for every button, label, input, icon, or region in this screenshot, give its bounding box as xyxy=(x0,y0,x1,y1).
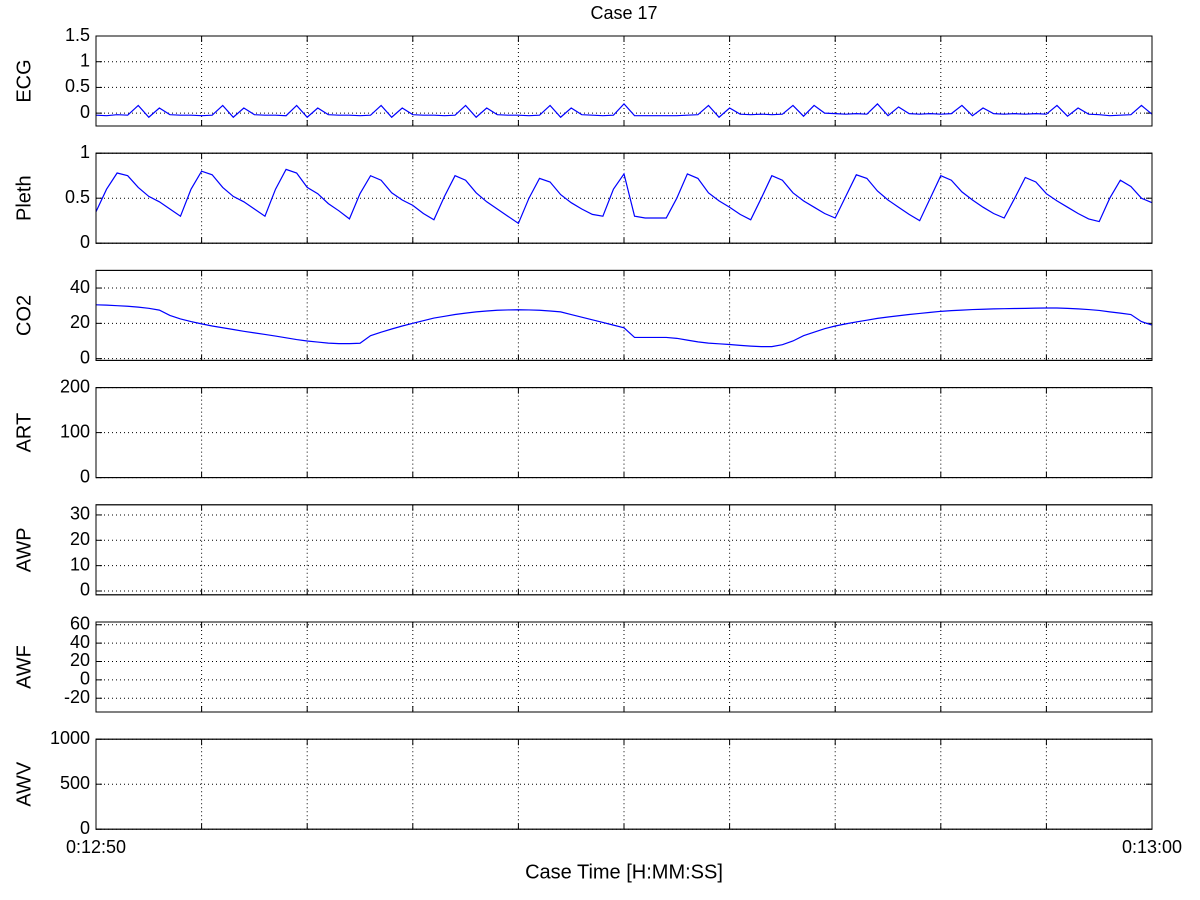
trace xyxy=(95,304,1153,348)
axes-border xyxy=(95,621,1153,713)
y-tick-label: 0.5 xyxy=(65,187,90,207)
y-tick-label: 100 xyxy=(60,421,90,441)
y-axis-label: ART xyxy=(13,413,35,453)
y-tick-label: 40 xyxy=(70,277,90,297)
y-tick-label: 0 xyxy=(80,466,90,486)
y-tick-label: 20 xyxy=(70,529,90,549)
y-axis-label: ECG xyxy=(13,59,35,102)
y-tick-label: 0 xyxy=(80,669,90,689)
x-tick-label: 0:13:00 xyxy=(1122,837,1182,857)
axes-border xyxy=(95,504,1153,596)
axes-border xyxy=(95,35,1153,127)
y-tick-label: 1 xyxy=(80,50,90,70)
y-axis-label: AWV xyxy=(13,761,35,806)
y-tick-label: 60 xyxy=(70,614,90,634)
y-tick-label: 20 xyxy=(70,650,90,670)
y-tick-label: 0 xyxy=(80,232,90,252)
y-tick-label: 0.5 xyxy=(65,76,90,96)
y-axis-label: AWP xyxy=(13,527,35,572)
y-tick-label: 1 xyxy=(80,142,90,162)
y-tick-label: 1000 xyxy=(50,728,90,748)
y-tick-label: 0 xyxy=(80,347,90,367)
trace xyxy=(95,168,1153,225)
y-axis-label: Pleth xyxy=(13,175,35,221)
x-tick-label: 0:12:50 xyxy=(66,837,126,857)
y-tick-label: 20 xyxy=(70,312,90,332)
y-axis-label: AWF xyxy=(13,645,35,689)
y-tick-label: 10 xyxy=(70,554,90,574)
axes-border xyxy=(95,387,1153,479)
y-tick-label: 40 xyxy=(70,632,90,652)
y-tick-label: 0 xyxy=(80,818,90,838)
chart-title: Case 17 xyxy=(590,3,657,23)
y-tick-label: 0 xyxy=(80,580,90,600)
y-tick-label: 30 xyxy=(70,504,90,524)
axes-border xyxy=(95,738,1153,830)
axes-border xyxy=(95,152,1153,244)
y-tick-label: 0 xyxy=(80,102,90,122)
axes-border xyxy=(95,269,1153,361)
x-axis-label: Case Time [H:MM:SS] xyxy=(525,861,723,883)
y-axis-label: CO2 xyxy=(13,295,35,336)
trace xyxy=(95,103,1153,119)
y-tick-label: 200 xyxy=(60,376,90,396)
y-tick-label: 1.5 xyxy=(65,25,90,45)
y-tick-label: -20 xyxy=(64,687,90,707)
y-tick-label: 500 xyxy=(60,773,90,793)
